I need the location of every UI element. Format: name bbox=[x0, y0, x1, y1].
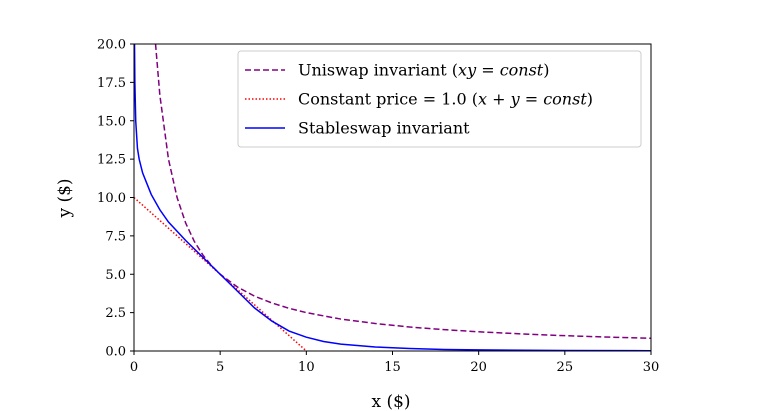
y-tick-label: 10.0 bbox=[97, 191, 126, 206]
series-line-0 bbox=[154, 44, 651, 340]
legend-label-0: Uniswap invariant (xy = const) bbox=[298, 61, 549, 80]
y-tick-label: 0.0 bbox=[105, 345, 126, 360]
legend-label-2: Stableswap invariant bbox=[298, 119, 470, 138]
y-tick-label: 7.5 bbox=[105, 229, 126, 244]
x-tick-label: 25 bbox=[557, 360, 574, 375]
y-tick-label: 12.5 bbox=[97, 153, 126, 168]
x-tick-label: 5 bbox=[216, 360, 224, 375]
legend-box bbox=[237, 50, 642, 148]
y-tick-label: 2.5 bbox=[105, 306, 126, 321]
x-tick-label: 10 bbox=[298, 360, 315, 375]
x-tick-label: 15 bbox=[384, 360, 401, 375]
x-axis-label: x ($) bbox=[371, 392, 410, 411]
y-tick-label: 17.5 bbox=[97, 76, 126, 91]
series-layer bbox=[134, 44, 651, 351]
legend-label-1: Constant price = 1.0 (x + y = const) bbox=[298, 90, 593, 109]
y-tick-label: 5.0 bbox=[105, 268, 126, 283]
x-tick-label: 0 bbox=[130, 360, 138, 375]
x-tick-label: 20 bbox=[470, 360, 487, 375]
y-axis-label: y ($) bbox=[55, 178, 75, 218]
y-tick-label: 15.0 bbox=[97, 114, 126, 129]
y-tick-label: 20.0 bbox=[97, 38, 126, 53]
legend: Uniswap invariant (xy = const) Constant p… bbox=[237, 50, 642, 148]
axes-layer: 0 5 10 15 20 25 30 0.0 2.5 5.0 7.5 10.0 12.5 15.0 17.5… bbox=[97, 38, 659, 376]
x-tick-label: 30 bbox=[643, 360, 660, 375]
series-line-2 bbox=[134, 44, 651, 351]
